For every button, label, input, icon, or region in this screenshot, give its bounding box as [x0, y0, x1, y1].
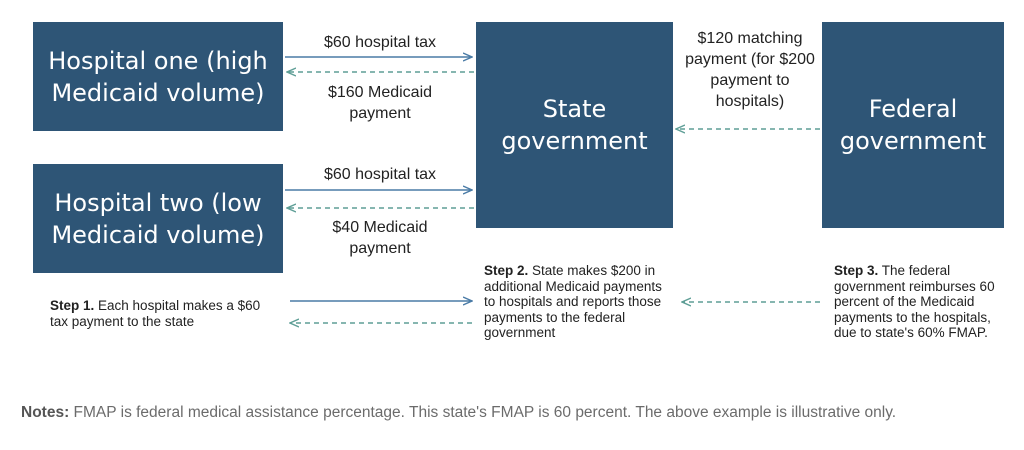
- hospital-one-box: Hospital one (high Medicaid volume): [33, 22, 283, 131]
- step-2-label: Step 2.: [484, 263, 529, 278]
- federal-government-label: Federal government: [839, 95, 987, 155]
- state-government-box: State government: [476, 22, 673, 228]
- h2-payment-label: $40 Medicaid payment: [332, 219, 428, 257]
- hospital-two-box: Hospital two (low Medicaid volume): [33, 164, 283, 273]
- notes: Notes: FMAP is federal medical assistanc…: [21, 404, 896, 422]
- step-3-text: Step 3. The federal government reimburse…: [834, 263, 999, 341]
- hospital-two-label: Hospital two (low Medicaid volume): [51, 188, 265, 249]
- step-1-body: Each hospital makes a $60 tax payment to…: [50, 298, 261, 329]
- step-1-label: Step 1.: [50, 298, 95, 313]
- notes-text: FMAP is federal medical assistance perce…: [73, 404, 897, 421]
- state-government-label: State government: [501, 95, 648, 155]
- hospital-one-label: Hospital one (high Medicaid volume): [48, 46, 268, 107]
- h2-tax-label: $60 hospital tax: [323, 166, 437, 183]
- h1-payment-label: $160 Medicaid payment: [327, 84, 433, 122]
- federal-government-box: Federal government: [822, 22, 1004, 228]
- step-2-text: Step 2. State makes $200 in additional M…: [484, 263, 662, 341]
- federal-match-label: $120 matching payment (for $200 payment …: [685, 30, 815, 110]
- step-3-body: The federal government reimburses 60 per…: [834, 263, 995, 340]
- h1-tax-label: $60 hospital tax: [323, 34, 437, 51]
- step-2-body: State makes $200 in additional Medicaid …: [484, 263, 662, 340]
- step-3-label: Step 3.: [834, 263, 879, 278]
- step-1-text: Step 1. Each hospital makes a $60 tax pa…: [50, 298, 265, 329]
- notes-label: Notes:: [21, 404, 70, 421]
